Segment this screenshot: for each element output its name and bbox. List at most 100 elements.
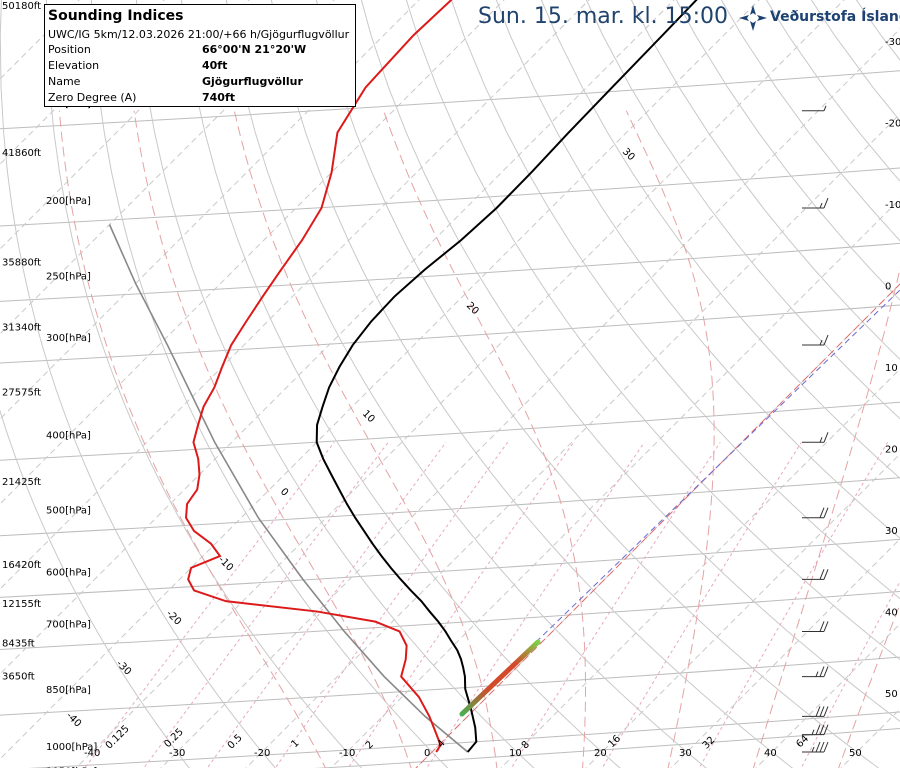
wind-barb-flag — [823, 507, 829, 518]
wind-barb-half — [819, 202, 823, 209]
altitude-label: 41860ft — [2, 148, 41, 159]
moist-adiabat-line — [58, 110, 327, 768]
mixing-ratio-label: 2 — [364, 739, 376, 751]
info-title: Sounding Indices — [48, 8, 184, 24]
dry-adiabat-line — [585, 0, 900, 420]
isobar-line — [27, 711, 900, 768]
wind-barb-flag — [819, 706, 825, 717]
altitude-label: 16420ft — [2, 560, 41, 571]
moist-adiabat-label: 0 — [278, 486, 290, 498]
isotherm-label: 40 — [764, 748, 777, 759]
isobar-line — [0, 70, 900, 130]
wind-barb — [802, 706, 829, 717]
mixing-ratio-line — [698, 442, 889, 768]
dewpoint-line — [185, 0, 453, 753]
isotherm-line — [0, 0, 590, 590]
right-temp-label: 20 — [885, 445, 898, 456]
altitude-label: 8435ft — [2, 638, 35, 649]
altitude-label: 3650ft — [2, 672, 35, 683]
isobar-line — [0, 242, 900, 302]
wind-barb — [802, 507, 829, 519]
wind-barb-half — [811, 729, 815, 735]
moist-adiabat-label: 30 — [620, 146, 637, 163]
wind-barb — [802, 741, 829, 753]
pressure-label: 1050[hPa] — [46, 766, 97, 768]
wind-barb-flag — [823, 724, 829, 735]
wind-barb-flag — [823, 621, 829, 632]
info-value: Gjögurflugvöllur — [202, 75, 303, 88]
wind-barb-flag — [819, 666, 825, 677]
wind-barb-flag — [819, 741, 825, 753]
wind-barb — [802, 197, 829, 209]
info-key: Zero Degree (A) — [48, 91, 137, 104]
moist-adiabat-label: -40 — [64, 710, 83, 729]
info-value: 66°00'N 21°20'W — [202, 43, 307, 56]
isotherm-line — [415, 283, 900, 768]
moist-adiabat-line — [625, 110, 715, 768]
info-row-name: Name Gjögurflugvöllur — [48, 75, 353, 90]
info-key: Elevation — [48, 59, 100, 72]
altitude-label: 35880ft — [2, 258, 41, 269]
pressure-label: 250[hPa] — [46, 271, 91, 282]
dry-adiabat-line — [180, 0, 621, 768]
mixing-ratio-label: 0.5 — [226, 733, 245, 752]
wind-barb-flag — [823, 197, 829, 209]
isobar-line — [0, 477, 900, 537]
vedurstofa-logo-icon — [739, 5, 767, 31]
wind-barb — [802, 569, 829, 580]
mixing-ratio-line — [347, 442, 575, 768]
wind-barb-flag — [823, 334, 829, 346]
isotherm-line — [670, 538, 900, 768]
mixing-ratio-label: 16 — [606, 733, 623, 750]
forecast-time-title: Sun. 15. mar. kl. 15:00 — [478, 4, 728, 29]
moist-adiabat-label: 10 — [360, 408, 377, 425]
sounding-indices-box: Sounding Indices UWC/IG 5km/12.03.2026 2… — [44, 4, 356, 107]
dry-adiabat-line — [495, 0, 900, 539]
temperature-line — [315, 0, 698, 753]
dry-adiabat-line — [860, 0, 900, 768]
isotherm-line — [75, 0, 845, 768]
info-value: 40ft — [202, 59, 228, 72]
chart-profiles — [108, 0, 698, 753]
isotherm-label: 0 — [424, 748, 430, 759]
info-key: Position — [48, 43, 91, 56]
dry-adiabat-line — [630, 0, 900, 360]
wind-barb-half — [823, 105, 827, 111]
isotherm-line — [755, 623, 900, 768]
moist-adiabat-line — [752, 266, 900, 768]
wind-barb-half — [819, 339, 823, 346]
isobar-line — [0, 304, 900, 364]
isotherm-label: -30 — [169, 748, 185, 759]
pressure-label: 200[hPa] — [46, 196, 91, 207]
isobar-line — [0, 538, 900, 598]
mixing-ratio-line — [84, 441, 335, 768]
dry-adiabat-line — [315, 0, 880, 768]
info-key: Name — [48, 75, 81, 88]
moist-adiabat-label: -20 — [164, 608, 183, 627]
mixing-ratio-line — [426, 442, 645, 768]
wind-barb — [802, 724, 829, 736]
wind-barb-flag — [823, 432, 829, 443]
right-temp-label: -20 — [885, 119, 900, 130]
isotherm-line — [330, 198, 900, 768]
wind-barb-flag — [819, 621, 825, 632]
wind-barb — [802, 334, 829, 346]
info-row-elevation: Elevation 40ft — [48, 59, 353, 74]
mixing-ratio-line — [601, 442, 802, 768]
right-temp-label: 40 — [885, 608, 898, 619]
moist-adiabat-line — [133, 110, 412, 768]
wind-barb-flag — [819, 724, 825, 735]
right-temp-label: -30 — [885, 37, 900, 48]
wind-barb-flag — [823, 569, 829, 580]
isotherm-label: -20 — [254, 748, 270, 759]
lcl-guide-line — [535, 289, 900, 643]
mixing-ratio-line — [143, 441, 389, 768]
info-value: 740ft — [202, 91, 236, 104]
dry-adiabat-line — [540, 0, 900, 479]
dry-adiabat-line — [270, 0, 794, 768]
wind-barb-flag — [819, 569, 825, 580]
pressure-label: 850[hPa] — [46, 685, 91, 696]
